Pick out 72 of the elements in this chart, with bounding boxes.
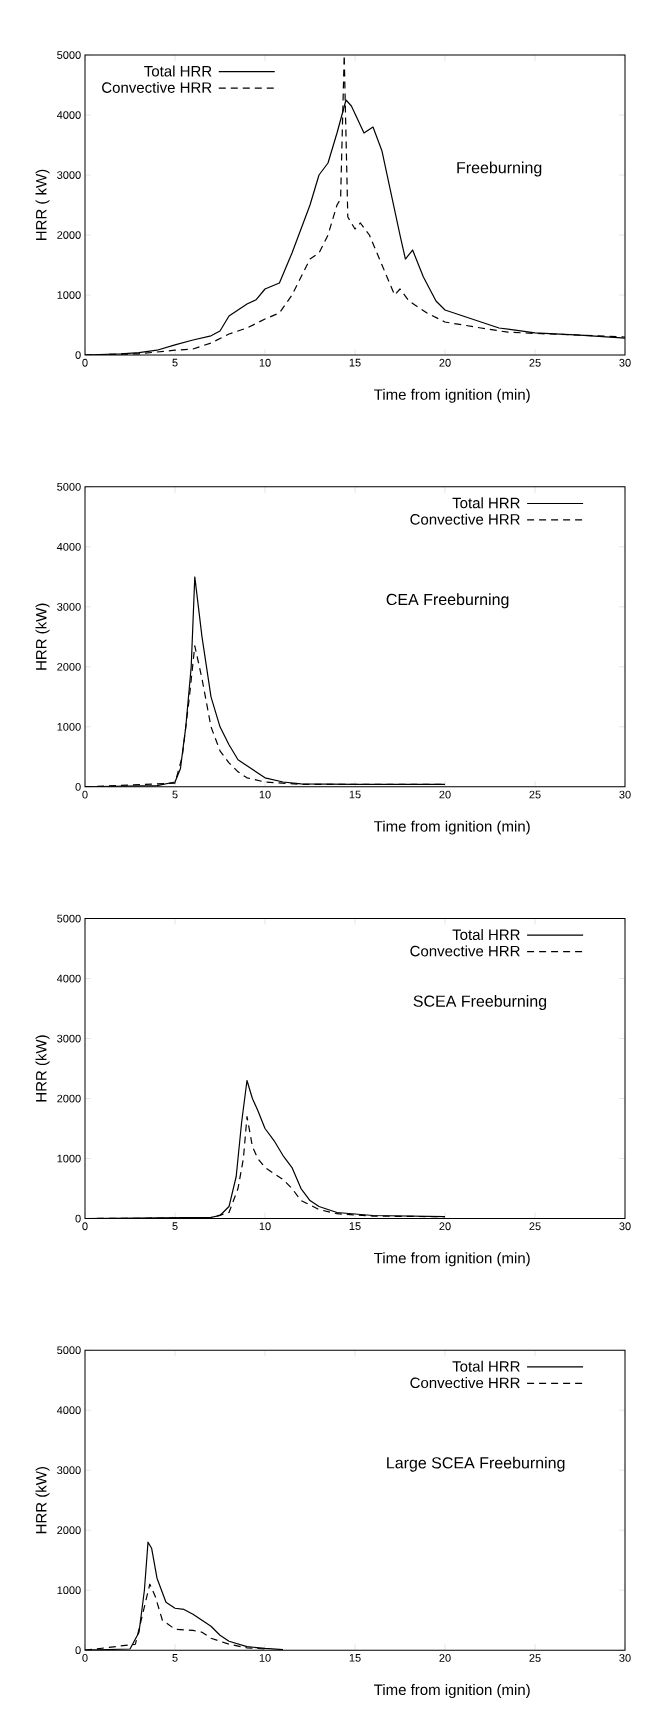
y-tick-label: 1000 (57, 291, 81, 299)
y-axis-title: HRR (kW) (35, 1467, 50, 1534)
x-axis-title: Time from ignition (min) (374, 1684, 530, 1699)
x-tick-label: 20 (439, 790, 451, 799)
y-tick-label: 0 (75, 1646, 81, 1655)
annotation: CEA Freeburning (386, 593, 509, 609)
x-axis-title: Time from ignition (min) (374, 820, 530, 835)
x-tick-label: 5 (172, 1222, 178, 1231)
x-tick-label: 15 (349, 1222, 361, 1231)
y-tick-label: 3000 (57, 1034, 81, 1043)
legend-label: Convective HRR (410, 513, 520, 525)
x-axis-title: Time from ignition (min) (374, 1252, 530, 1267)
x-tick-label: 20 (439, 358, 451, 367)
y-tick-label: 2000 (57, 1526, 81, 1535)
x-tick-label: 15 (349, 1654, 361, 1662)
x-tick-label: 25 (529, 358, 541, 367)
x-tick-label: 5 (172, 1654, 178, 1662)
legend-label: Convective HRR (102, 81, 212, 93)
y-tick-label: 3000 (57, 602, 81, 611)
x-tick-label: 0 (82, 358, 88, 367)
x-tick-label: 30 (619, 1654, 631, 1662)
x-tick-label: 5 (172, 358, 178, 367)
x-tick-label: 25 (529, 790, 541, 799)
y-tick-label: 1000 (57, 1586, 81, 1595)
legend-label: Convective HRR (410, 1377, 520, 1389)
y-tick-label: 2000 (57, 662, 81, 671)
y-tick-label: 3000 (57, 171, 81, 179)
y-tick-label: 0 (75, 1214, 81, 1223)
x-tick-label: 30 (619, 358, 631, 367)
legend-label: Total HRR (452, 1360, 520, 1372)
x-tick-label: 20 (439, 1222, 451, 1231)
annotation: SCEA Freeburning (413, 995, 547, 1010)
y-axis-title: HRR (kW) (35, 603, 50, 670)
legend-label: Total HRR (144, 65, 212, 77)
x-tick-label: 0 (82, 790, 88, 799)
y-tick-label: 5000 (57, 482, 81, 491)
y-tick-label: 0 (75, 351, 81, 359)
y-tick-label: 1000 (57, 1154, 81, 1163)
y-tick-label: 4000 (56, 974, 81, 983)
x-tick-label: 10 (259, 1222, 271, 1231)
x-axis-title: Time from ignition (min) (374, 388, 530, 403)
x-tick-label: 30 (619, 790, 631, 799)
y-tick-label: 5000 (57, 914, 81, 923)
y-tick-label: 4000 (56, 1406, 81, 1415)
x-tick-label: 0 (82, 1222, 88, 1231)
y-tick-label: 3000 (57, 1466, 81, 1475)
x-tick-label: 25 (529, 1654, 541, 1662)
y-tick-label: 2000 (57, 1094, 81, 1103)
x-tick-label: 10 (259, 358, 271, 367)
annotation: Freeburning (457, 161, 542, 177)
x-tick-label: 0 (82, 1654, 88, 1662)
x-tick-label: 15 (349, 358, 361, 367)
legend-label: Total HRR (452, 929, 520, 941)
legend-label: Total HRR (452, 497, 520, 509)
x-tick-label: 25 (529, 1222, 541, 1231)
x-tick-label: 15 (349, 790, 361, 799)
x-tick-label: 5 (172, 790, 178, 799)
x-tick-label: 10 (259, 790, 271, 799)
x-tick-label: 10 (259, 1654, 271, 1662)
x-tick-label: 20 (439, 1654, 451, 1662)
y-tick-label: 4000 (56, 542, 81, 551)
y-tick-label: 2000 (57, 231, 81, 239)
y-tick-label: 4000 (56, 111, 81, 119)
y-tick-label: 5000 (57, 51, 81, 59)
legend-label: Convective HRR (410, 945, 520, 957)
annotation: Large SCEA Freeburning (387, 1456, 565, 1472)
x-tick-label: 30 (619, 1222, 631, 1231)
y-axis-title: HRR (kW) (35, 1035, 50, 1102)
y-tick-label: 0 (75, 782, 81, 791)
y-axis-title: HRR ( kW) (35, 169, 50, 241)
y-tick-label: 5000 (57, 1346, 81, 1355)
y-tick-label: 1000 (57, 722, 81, 731)
